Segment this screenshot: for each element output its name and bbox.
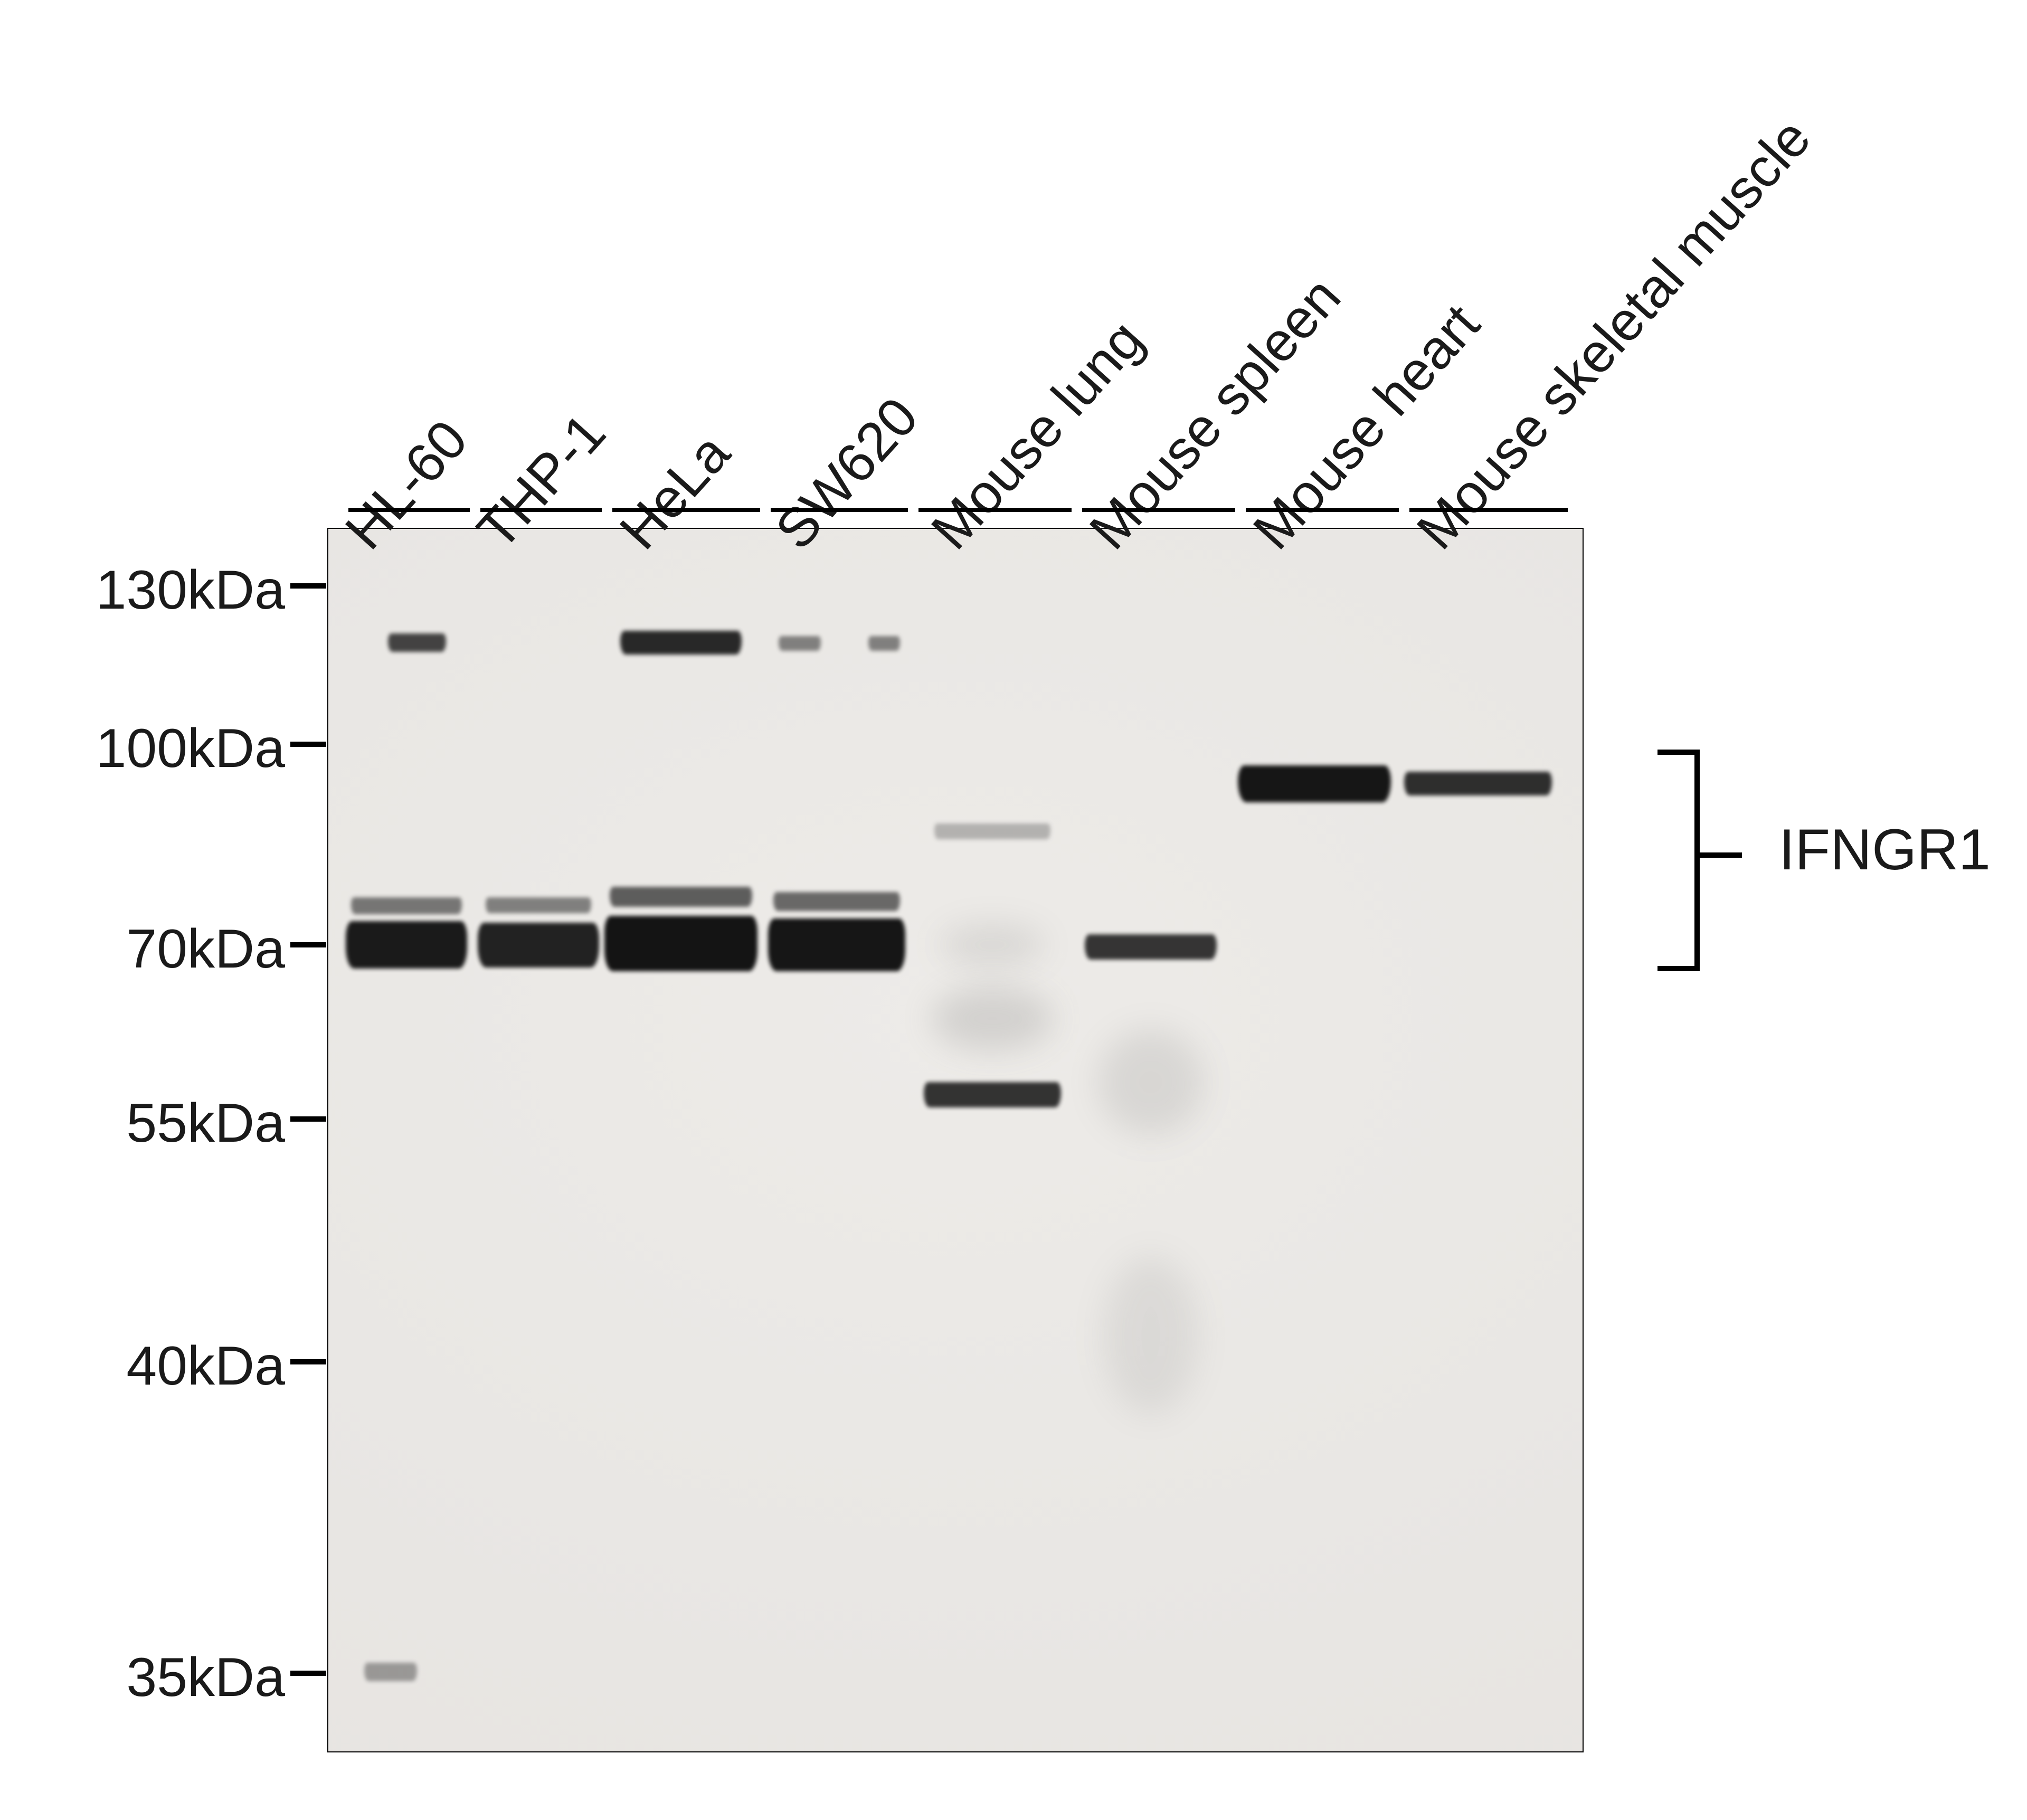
band <box>773 892 900 911</box>
band <box>1238 765 1391 802</box>
bracket-vertical <box>1694 750 1700 971</box>
blot-membrane <box>327 528 1584 1752</box>
lane-underline <box>1409 508 1568 512</box>
western-blot-figure: HL-60THP-1HeLaSW620Mouse lungMouse splee… <box>0 0 2027 1820</box>
mw-label: 100kDa <box>96 717 285 780</box>
band <box>934 823 1050 839</box>
band <box>610 887 752 907</box>
band-smear <box>1098 1029 1204 1135</box>
lane-underline <box>1246 508 1399 512</box>
mw-label: 40kDa <box>126 1335 285 1398</box>
mw-label: 70kDa <box>126 918 285 981</box>
band <box>351 897 462 914</box>
band <box>1404 772 1552 795</box>
protein-label: IFNGR1 <box>1779 817 1991 883</box>
band-smear <box>1103 1256 1198 1415</box>
mw-tick <box>290 1116 326 1122</box>
bracket-stem <box>1700 852 1742 858</box>
band-smear <box>940 924 1045 966</box>
lane-underline <box>771 508 908 512</box>
mw-label: 55kDa <box>126 1092 285 1155</box>
band <box>779 636 821 651</box>
bracket-bottom-arm <box>1657 966 1700 971</box>
band <box>486 897 591 913</box>
lane-underline <box>348 508 470 512</box>
lane-underline <box>1082 508 1235 512</box>
band <box>346 921 467 969</box>
band <box>1085 934 1217 960</box>
band <box>924 1082 1061 1107</box>
mw-tick <box>290 1671 326 1676</box>
band-smear <box>932 987 1053 1050</box>
band <box>364 1663 417 1681</box>
band <box>768 918 905 971</box>
mw-tick <box>290 1359 326 1364</box>
band <box>478 923 599 968</box>
mw-tick <box>290 583 326 589</box>
mw-tick <box>290 742 326 747</box>
lane-underline <box>480 508 602 512</box>
mw-tick <box>290 942 326 947</box>
mw-label: 35kDa <box>126 1646 285 1709</box>
band <box>388 633 446 652</box>
lane-underline <box>612 508 760 512</box>
bracket-top-arm <box>1657 750 1700 755</box>
mw-label: 130kDa <box>96 559 285 622</box>
band <box>604 916 757 971</box>
band <box>620 631 742 655</box>
band <box>868 636 900 651</box>
lane-underline <box>918 508 1072 512</box>
